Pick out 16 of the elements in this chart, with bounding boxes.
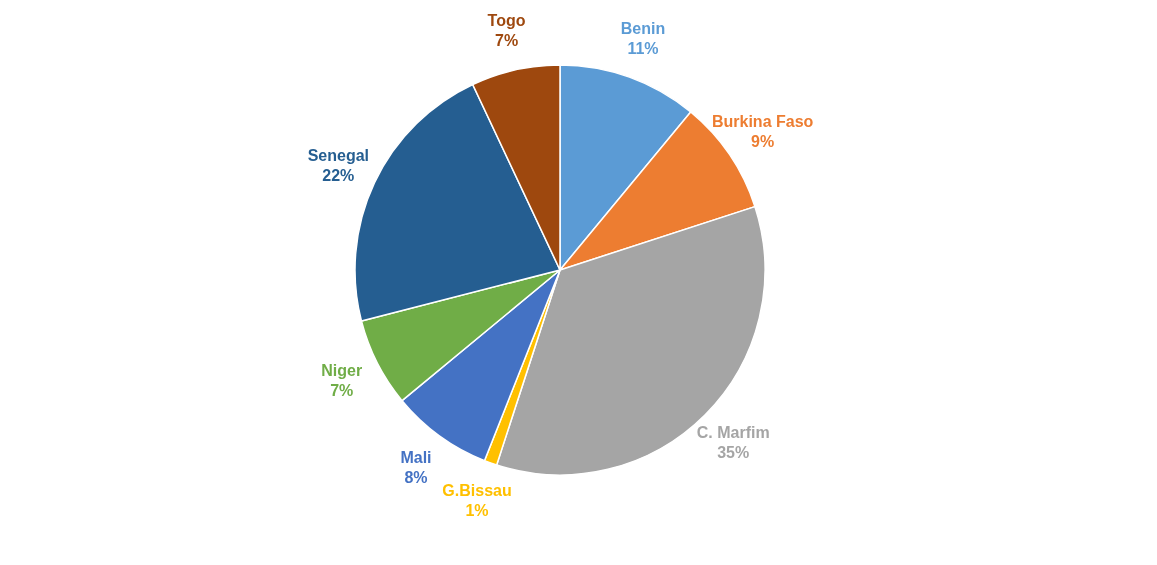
slice-label: G.Bissau — [442, 481, 512, 499]
data-label: 22% — [322, 166, 355, 184]
slice-label: Niger — [321, 362, 363, 380]
data-label: 11% — [627, 40, 659, 58]
slice-label: Benin — [620, 20, 666, 38]
slice-label: Togo — [487, 11, 526, 29]
data-label: 9% — [751, 133, 775, 151]
data-label: 7% — [330, 382, 354, 400]
data-label: 35% — [717, 444, 750, 462]
slice-label: Burkina Faso — [711, 113, 814, 131]
data-label: 7% — [494, 31, 519, 49]
slice-label: Senegal — [307, 146, 369, 164]
slice-label: Mali — [400, 449, 432, 467]
slice-label: C. Marfim — [696, 424, 770, 442]
data-label: 1% — [465, 501, 489, 519]
data-label: 8% — [404, 469, 428, 487]
